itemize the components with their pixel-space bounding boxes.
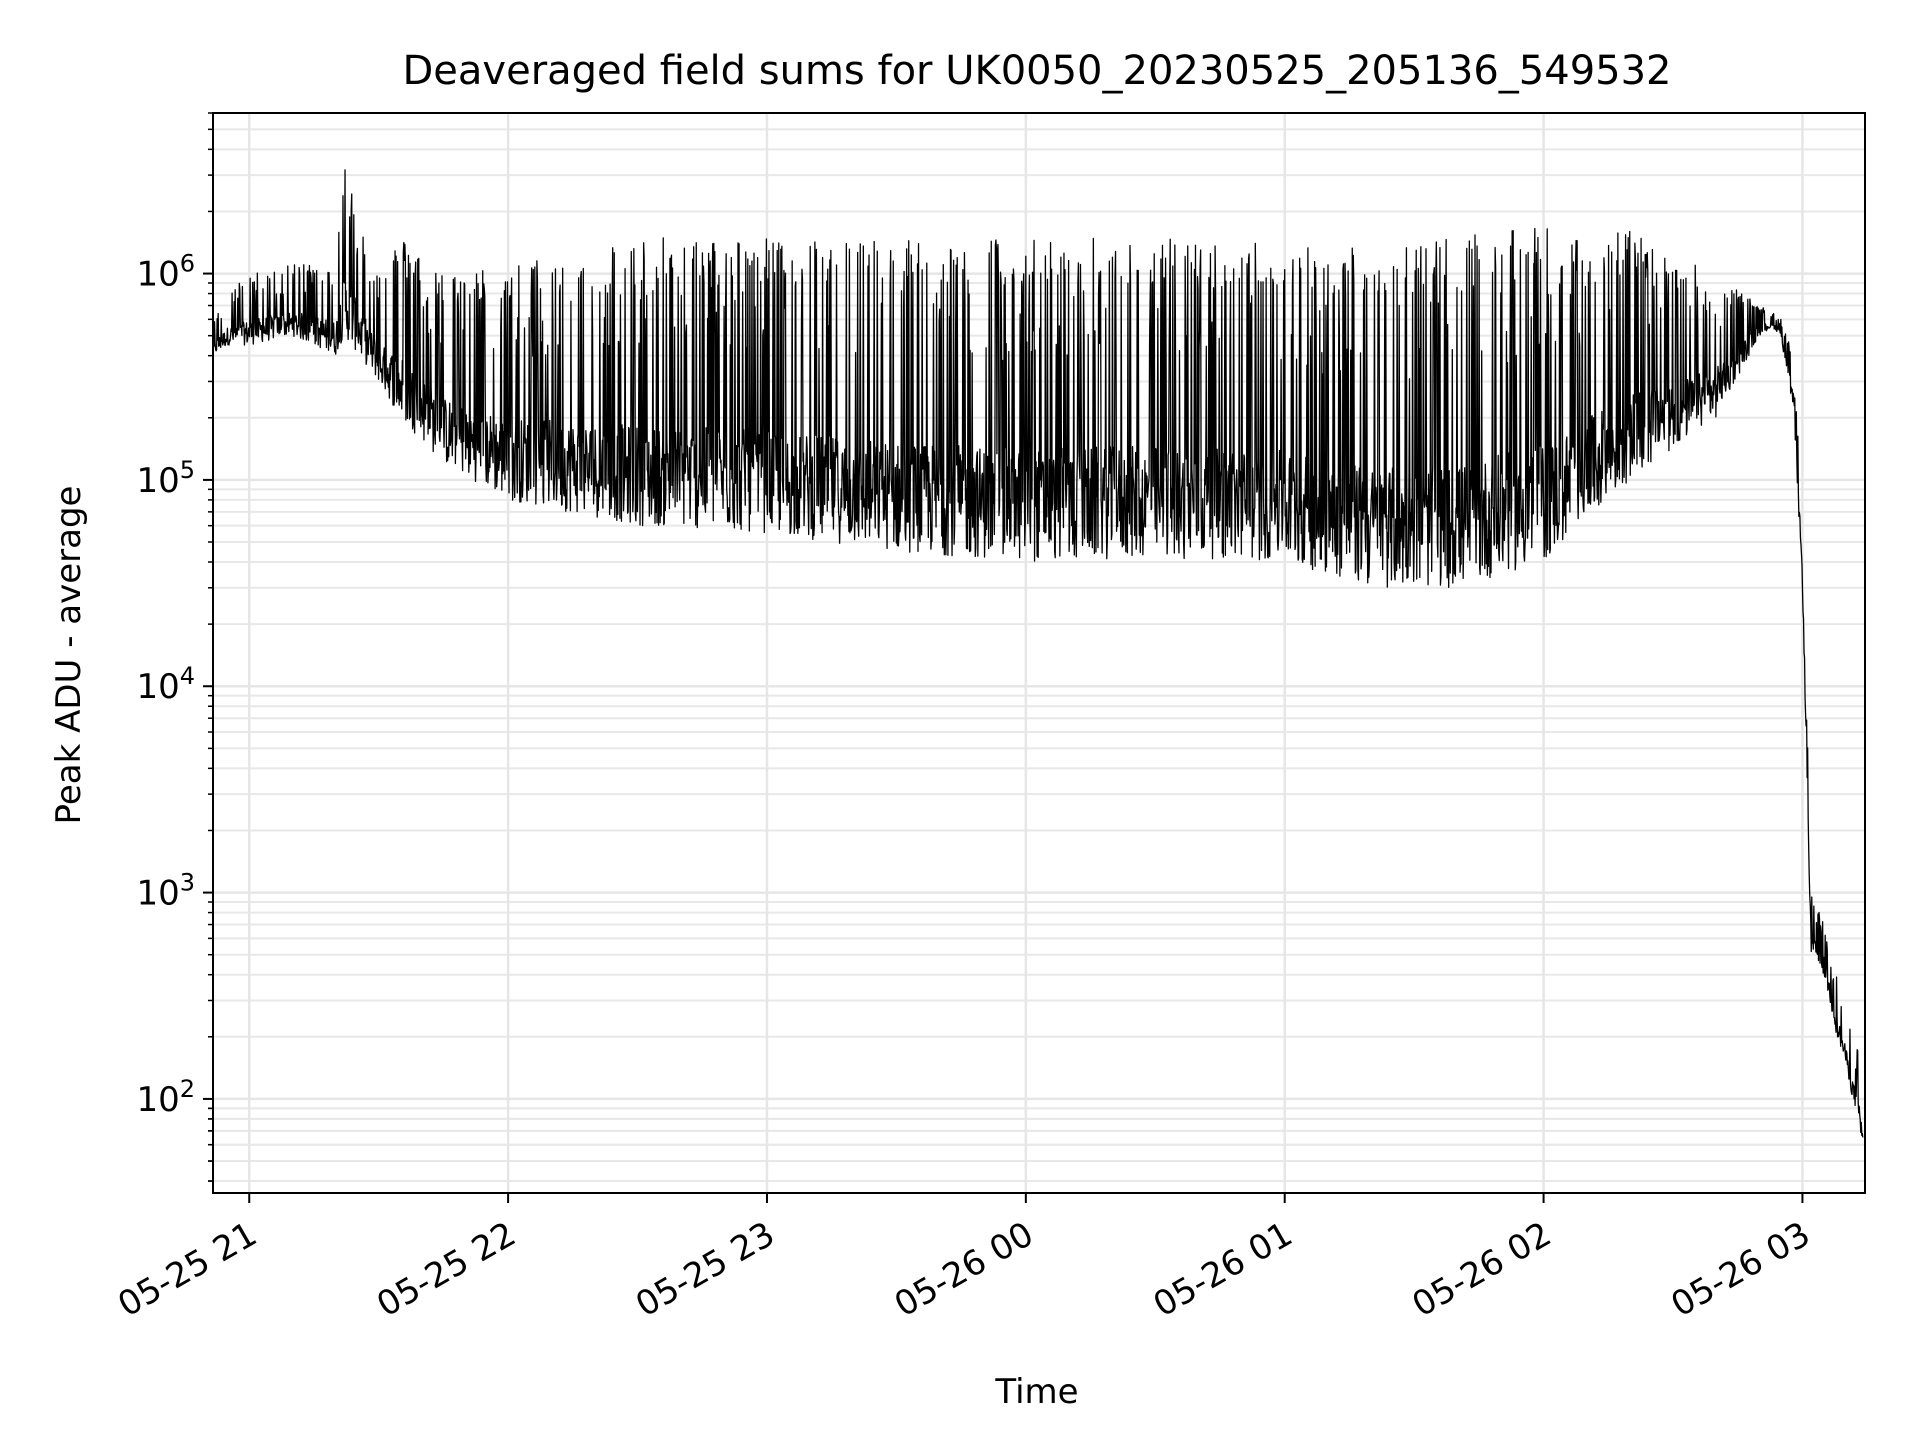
x-axis-label: Time: [994, 1372, 1078, 1412]
series-line: [212, 169, 1864, 1138]
y-tick-label: 105: [136, 456, 195, 501]
y-tick-label: 102: [136, 1075, 195, 1120]
plot-frame: [212, 112, 1866, 1194]
series-group: [212, 169, 1864, 1138]
chart-title: Deaveraged field sums for UK0050_2023052…: [402, 48, 1671, 94]
y-tick-label: 103: [136, 869, 195, 914]
y-tick-label: 106: [136, 250, 195, 295]
y-axis-ticks: 102 103 104 105 106: [136, 250, 213, 1120]
y-tick-label: 104: [136, 662, 195, 707]
y-axis-minor-ticks: [208, 112, 213, 1182]
y-axis-label: Peak ADU - average: [49, 486, 89, 825]
